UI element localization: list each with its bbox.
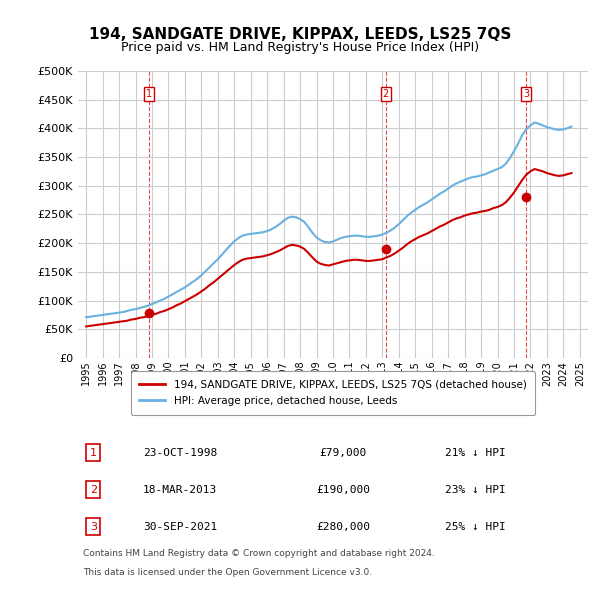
- Text: 194, SANDGATE DRIVE, KIPPAX, LEEDS, LS25 7QS: 194, SANDGATE DRIVE, KIPPAX, LEEDS, LS25…: [89, 27, 511, 41]
- Text: 1: 1: [146, 88, 152, 99]
- Text: 21% ↓ HPI: 21% ↓ HPI: [445, 448, 506, 458]
- Text: Contains HM Land Registry data © Crown copyright and database right 2024.: Contains HM Land Registry data © Crown c…: [83, 549, 435, 558]
- Text: This data is licensed under the Open Government Licence v3.0.: This data is licensed under the Open Gov…: [83, 568, 372, 577]
- Text: 3: 3: [90, 522, 97, 532]
- Text: 23-OCT-1998: 23-OCT-1998: [143, 448, 217, 458]
- Text: Price paid vs. HM Land Registry's House Price Index (HPI): Price paid vs. HM Land Registry's House …: [121, 41, 479, 54]
- Text: 2: 2: [383, 88, 389, 99]
- Legend: 194, SANDGATE DRIVE, KIPPAX, LEEDS, LS25 7QS (detached house), HPI: Average pric: 194, SANDGATE DRIVE, KIPPAX, LEEDS, LS25…: [131, 372, 535, 415]
- Text: 30-SEP-2021: 30-SEP-2021: [143, 522, 217, 532]
- Text: 18-MAR-2013: 18-MAR-2013: [143, 484, 217, 494]
- Text: £79,000: £79,000: [320, 448, 367, 458]
- Text: 23% ↓ HPI: 23% ↓ HPI: [445, 484, 506, 494]
- Text: 1: 1: [90, 448, 97, 458]
- Text: 2: 2: [90, 484, 97, 494]
- Text: £280,000: £280,000: [316, 522, 370, 532]
- Text: £190,000: £190,000: [316, 484, 370, 494]
- Text: 3: 3: [523, 88, 529, 99]
- Text: 25% ↓ HPI: 25% ↓ HPI: [445, 522, 506, 532]
